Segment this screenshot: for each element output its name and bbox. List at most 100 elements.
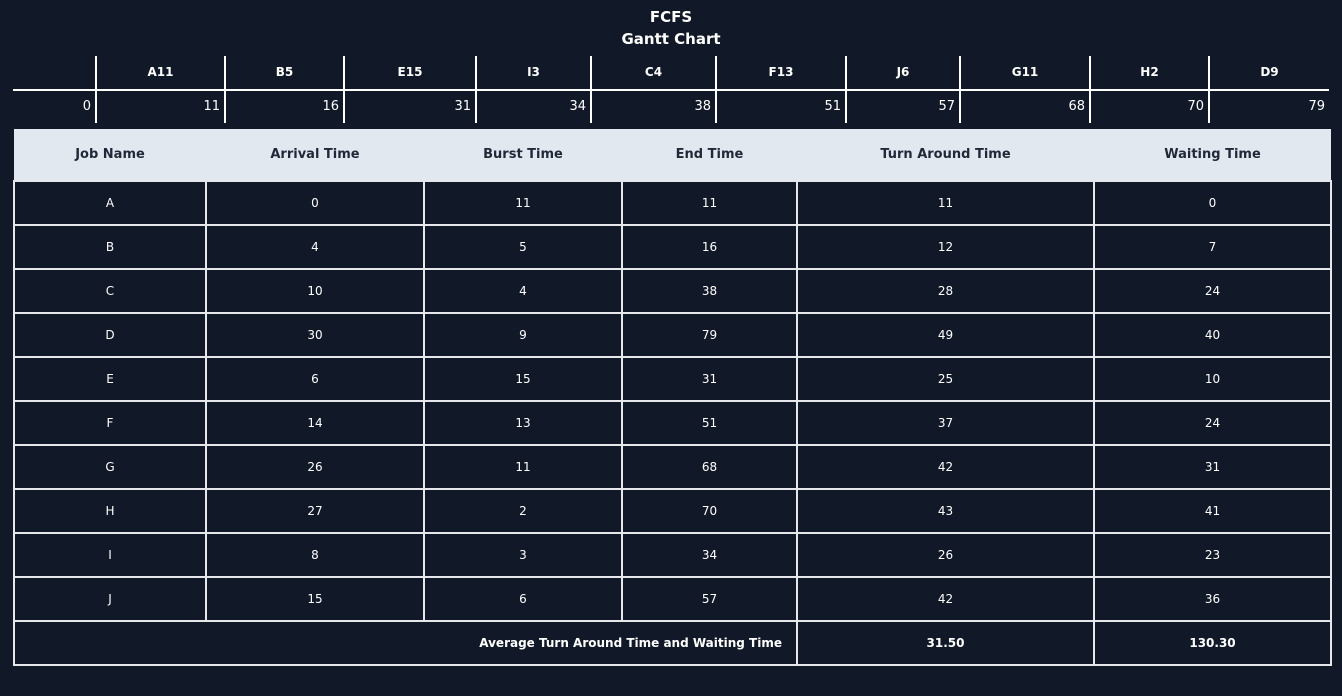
page-subtitle: Gantt Chart — [621, 30, 721, 48]
cell-waiting-time: 31 — [1093, 444, 1332, 490]
average-label: Average Turn Around Time and Waiting Tim… — [13, 620, 798, 666]
table-row: G 26 11 68 42 31 — [13, 444, 1332, 490]
gantt-time-cell: 11 — [95, 91, 224, 123]
gantt-label-cell — [13, 56, 95, 89]
title-block: FCFS Gantt Chart — [0, 6, 1342, 50]
cell-end-time: 31 — [621, 356, 798, 402]
cell-job-name: I — [13, 532, 207, 578]
cell-burst-time: 5 — [423, 224, 623, 270]
cell-waiting-time: 40 — [1093, 312, 1332, 358]
cell-end-time: 68 — [621, 444, 798, 490]
cell-burst-time: 15 — [423, 356, 623, 402]
gantt-process-row: A11 B5 E15 I3 C4 F13 J6 G11 H2 D9 — [13, 56, 1329, 91]
header-arrival-time: Arrival Time — [206, 129, 424, 181]
gantt-label-cell: B5 — [224, 56, 343, 89]
cell-arrival-time: 0 — [205, 180, 425, 226]
cell-job-name: C — [13, 268, 207, 314]
gantt-time-cell: 0 — [82, 99, 91, 114]
cell-waiting-time: 41 — [1093, 488, 1332, 534]
cell-waiting-time: 0 — [1093, 180, 1332, 226]
cell-arrival-time: 4 — [205, 224, 425, 270]
cell-waiting-time: 10 — [1093, 356, 1332, 402]
page-title: FCFS — [649, 8, 693, 26]
cell-end-time: 11 — [621, 180, 798, 226]
cell-job-name: H — [13, 488, 207, 534]
cell-burst-time: 13 — [423, 400, 623, 446]
cell-arrival-time: 6 — [205, 356, 425, 402]
gantt-time-cell: 68 — [959, 91, 1089, 123]
gantt-label-cell: I3 — [475, 56, 590, 89]
gantt-time-cell: 31 — [343, 91, 475, 123]
average-waiting-value: 130.30 — [1093, 620, 1332, 666]
cell-turnaround-time: 42 — [796, 444, 1095, 490]
table-row: I 8 3 34 26 23 — [13, 532, 1332, 578]
header-burst-time: Burst Time — [424, 129, 622, 181]
table-row: D 30 9 79 49 40 — [13, 312, 1332, 358]
cell-job-name: E — [13, 356, 207, 402]
gantt-time-cell: 51 — [715, 91, 845, 123]
cell-end-time: 57 — [621, 576, 798, 622]
cell-job-name: B — [13, 224, 207, 270]
table-row: E 6 15 31 25 10 — [13, 356, 1332, 402]
cell-turnaround-time: 25 — [796, 356, 1095, 402]
cell-turnaround-time: 49 — [796, 312, 1095, 358]
cell-waiting-time: 24 — [1093, 268, 1332, 314]
header-end-time: End Time — [622, 129, 797, 181]
gantt-label-cell: D9 — [1208, 56, 1329, 89]
table-row: A 0 11 11 11 0 — [13, 180, 1332, 226]
gantt-chart: A11 B5 E15 I3 C4 F13 J6 G11 H2 D9 0 11 1… — [13, 56, 1329, 124]
cell-job-name: A — [13, 180, 207, 226]
cell-end-time: 34 — [621, 532, 798, 578]
cell-job-name: D — [13, 312, 207, 358]
header-job-name: Job Name — [14, 129, 206, 181]
average-turnaround-value: 31.50 — [796, 620, 1095, 666]
cell-arrival-time: 10 — [205, 268, 425, 314]
cell-burst-time: 9 — [423, 312, 623, 358]
table-header-row: Job Name Arrival Time Burst Time End Tim… — [14, 129, 1331, 181]
gantt-time-cell: 34 — [475, 91, 590, 123]
gantt-time-cell: 16 — [224, 91, 343, 123]
job-table: Job Name Arrival Time Burst Time End Tim… — [13, 129, 1332, 666]
cell-burst-time: 2 — [423, 488, 623, 534]
table-row: F 14 13 51 37 24 — [13, 400, 1332, 446]
gantt-label-cell: F13 — [715, 56, 845, 89]
cell-turnaround-time: 42 — [796, 576, 1095, 622]
gantt-label-cell: H2 — [1089, 56, 1208, 89]
gantt-label-cell: C4 — [590, 56, 715, 89]
cell-turnaround-time: 37 — [796, 400, 1095, 446]
cell-turnaround-time: 26 — [796, 532, 1095, 578]
cell-arrival-time: 15 — [205, 576, 425, 622]
cell-burst-time: 6 — [423, 576, 623, 622]
gantt-time-cell: 57 — [845, 91, 959, 123]
cell-waiting-time: 7 — [1093, 224, 1332, 270]
cell-job-name: F — [13, 400, 207, 446]
header-waiting-time: Waiting Time — [1094, 129, 1331, 181]
table-row: C 10 4 38 28 24 — [13, 268, 1332, 314]
cell-waiting-time: 24 — [1093, 400, 1332, 446]
gantt-label-cell: G11 — [959, 56, 1089, 89]
cell-end-time: 16 — [621, 224, 798, 270]
cell-waiting-time: 23 — [1093, 532, 1332, 578]
cell-arrival-time: 30 — [205, 312, 425, 358]
cell-end-time: 79 — [621, 312, 798, 358]
cell-turnaround-time: 43 — [796, 488, 1095, 534]
header-turnaround-time: Turn Around Time — [797, 129, 1094, 181]
gantt-time-cell: 79 — [1208, 91, 1329, 123]
gantt-label-cell: E15 — [343, 56, 475, 89]
table-footer-row: Average Turn Around Time and Waiting Tim… — [13, 620, 1332, 666]
cell-arrival-time: 27 — [205, 488, 425, 534]
cell-turnaround-time: 11 — [796, 180, 1095, 226]
cell-arrival-time: 26 — [205, 444, 425, 490]
table-row: J 15 6 57 42 36 — [13, 576, 1332, 622]
gantt-time-cell: 38 — [590, 91, 715, 123]
gantt-time-row: 0 11 16 31 34 38 51 57 68 70 79 — [13, 91, 1329, 123]
gantt-label-cell: A11 — [95, 56, 224, 89]
cell-burst-time: 11 — [423, 444, 623, 490]
gantt-time-cell: 70 — [1089, 91, 1208, 123]
cell-end-time: 38 — [621, 268, 798, 314]
cell-job-name: G — [13, 444, 207, 490]
cell-arrival-time: 8 — [205, 532, 425, 578]
cell-job-name: J — [13, 576, 207, 622]
cell-burst-time: 3 — [423, 532, 623, 578]
cell-turnaround-time: 12 — [796, 224, 1095, 270]
